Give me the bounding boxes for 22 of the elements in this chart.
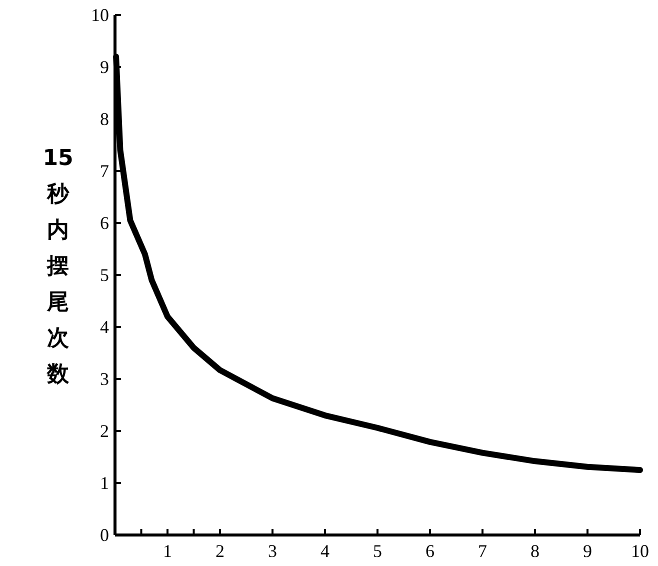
x-tick-label: 10 xyxy=(631,541,649,561)
x-tick-label: 6 xyxy=(426,541,434,561)
x-tick-label: 4 xyxy=(320,541,330,561)
y-tick-label: 10 xyxy=(91,5,109,25)
ylabel: 15秒内摆尾次数 xyxy=(42,146,74,387)
x-tick-label: 2 xyxy=(216,541,224,561)
y-tick-label: 9 xyxy=(100,57,109,77)
y-tick-label: 3 xyxy=(100,369,109,389)
x-tick-label: 7 xyxy=(478,541,487,561)
x-tick-label: 3 xyxy=(268,541,277,561)
x-tick-label: 1 xyxy=(163,541,172,561)
y-tick-label: 4 xyxy=(100,317,109,337)
x-tick-label: 8 xyxy=(530,541,540,561)
x-tick-label: 9 xyxy=(583,541,592,561)
y-tick-label: 7 xyxy=(100,161,109,181)
y-tick-label: 2 xyxy=(100,421,109,441)
y-tick-label: 6 xyxy=(100,213,109,233)
y-tick-label: 8 xyxy=(100,109,109,129)
y-tick-label: 5 xyxy=(100,265,109,285)
x-tick-label: 5 xyxy=(373,541,382,561)
y-tick-label: 0 xyxy=(100,525,109,545)
y-tick-label: 1 xyxy=(100,473,109,493)
